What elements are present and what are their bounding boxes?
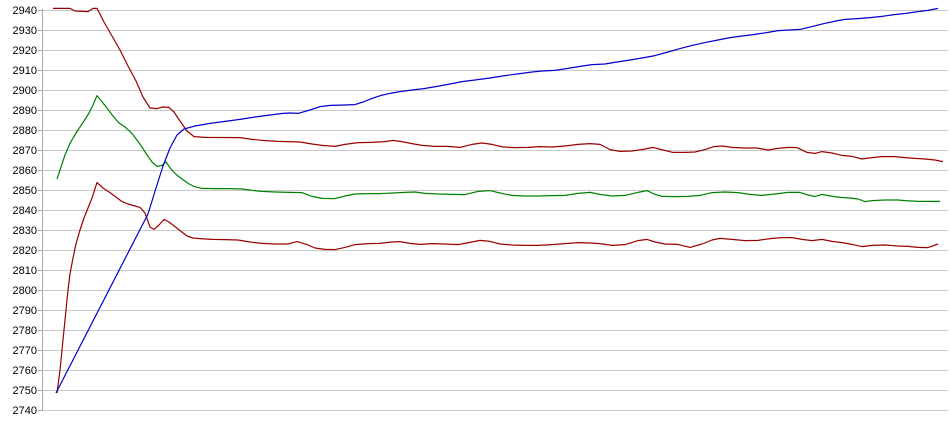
y-axis-tick-label: 2890 xyxy=(13,105,37,117)
y-axis-tick-label: 2800 xyxy=(13,285,37,297)
y-axis-tick-label: 2920 xyxy=(13,45,37,57)
y-axis-tick-label: 2820 xyxy=(13,245,37,257)
y-axis-tick-label: 2740 xyxy=(13,405,37,417)
y-axis-tick-label: 2750 xyxy=(13,385,37,397)
y-axis-tick-label: 2790 xyxy=(13,305,37,317)
y-axis-tick-label: 2930 xyxy=(13,25,37,37)
y-axis-tick-label: 2840 xyxy=(13,205,37,217)
series-line-blue-rising xyxy=(55,7,939,394)
y-axis-tick-label: 2900 xyxy=(13,85,37,97)
y-axis-tick-label: 2810 xyxy=(13,265,37,277)
y-axis-tick-label: 2780 xyxy=(13,325,37,337)
y-axis-tick-label: 2770 xyxy=(13,345,37,357)
y-axis-tick-label: 2850 xyxy=(13,185,37,197)
y-axis-tick-label: 2830 xyxy=(13,225,37,237)
y-axis-tick-label: 2910 xyxy=(13,65,37,77)
y-axis-tick-label: 2760 xyxy=(13,365,37,377)
y-axis-tick-label: 2870 xyxy=(13,145,37,157)
series-line-dark-red-upper xyxy=(53,7,944,163)
series-line-green xyxy=(56,94,940,203)
series-line-dark-red-lower xyxy=(56,182,939,394)
y-axis-tick-label: 2880 xyxy=(13,125,37,137)
y-axis-tick-label: 2940 xyxy=(13,5,37,17)
y-axis-tick-label: 2860 xyxy=(13,165,37,177)
